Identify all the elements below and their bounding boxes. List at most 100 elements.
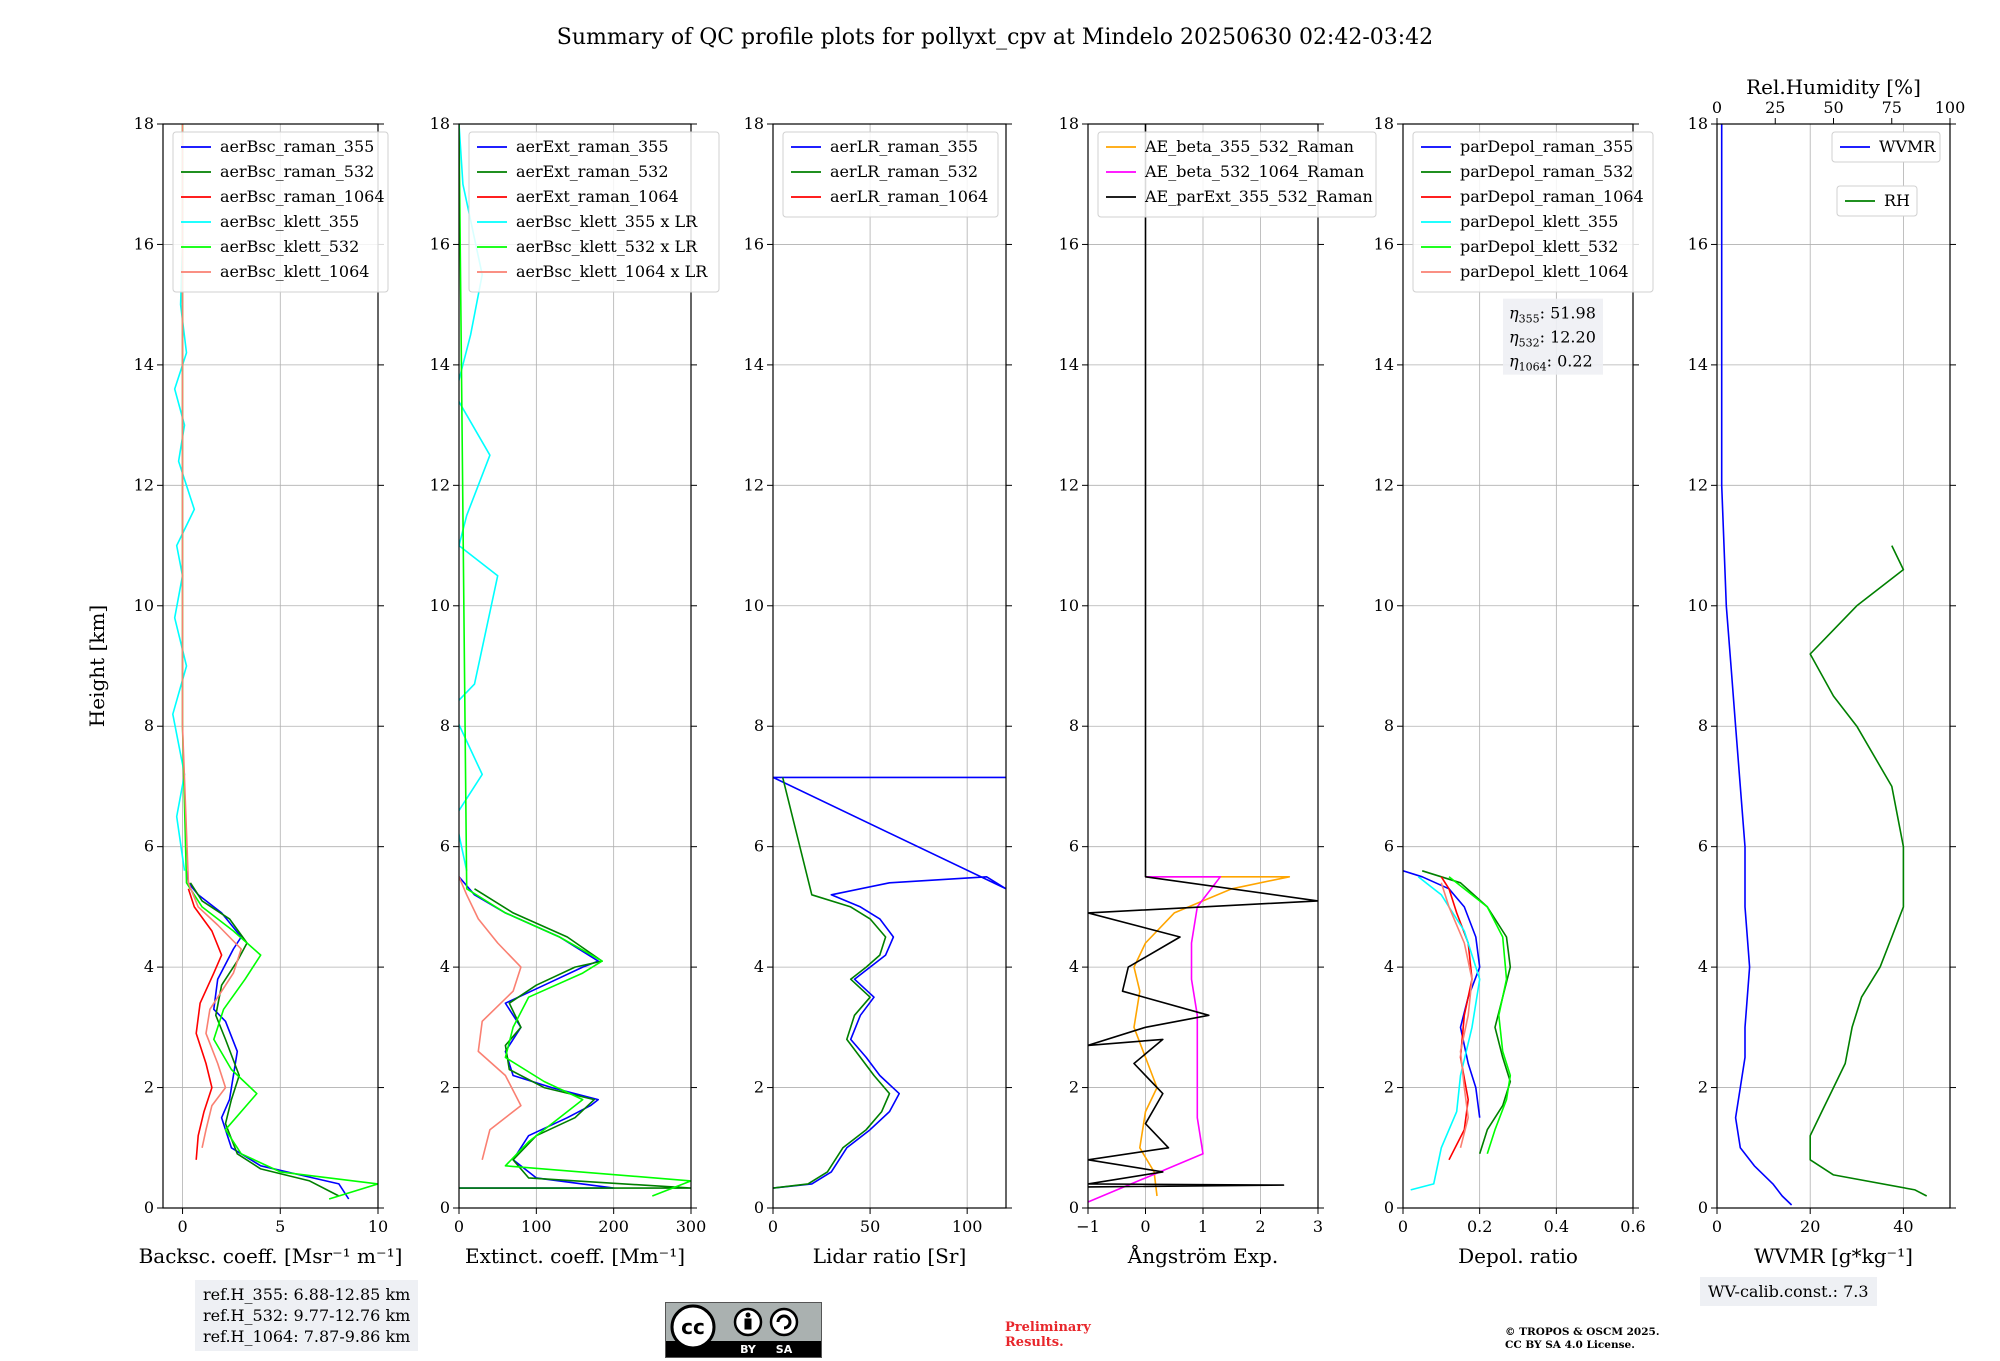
series-line-aerBsc_raman_532 bbox=[189, 882, 340, 1197]
cc-letters: cc bbox=[681, 1315, 705, 1339]
y-tick-label: 16 bbox=[744, 234, 764, 253]
wv-calib-text: WV-calib.const.: 7.3 bbox=[1708, 1282, 1869, 1301]
copyright-note: © TROPOS & OSCM 2025. CC BY SA 4.0 Licen… bbox=[1505, 1326, 1660, 1352]
legend-label: aerExt_raman_532 bbox=[516, 162, 669, 181]
legend: parDepol_raman_355 parDepol_raman_532 parD… bbox=[1412, 131, 1654, 293]
y-tick-label: 4 bbox=[144, 957, 154, 976]
y-tick-label: 14 bbox=[134, 355, 154, 374]
y-tick-label: 8 bbox=[440, 716, 450, 735]
series-group bbox=[172, 124, 378, 1200]
plot-frame bbox=[162, 123, 379, 1209]
legend-label: aerExt_raman_355 bbox=[516, 137, 669, 156]
y-tick-label: 14 bbox=[744, 355, 764, 374]
y-tick-label: 6 bbox=[144, 837, 154, 856]
x-tick-label: 0.4 bbox=[1544, 1217, 1569, 1236]
y-tick-label: 12 bbox=[134, 475, 154, 494]
x2-tick-label: 50 bbox=[1823, 98, 1843, 117]
panel-3: 0 50 100 0 2 4 6 8 10 12 14 16 18 Lidar ratio [Sr] aer… bbox=[744, 114, 1012, 1268]
series-line-AE_parExt_355_532_Raman bbox=[1088, 124, 1318, 1188]
preliminary-line-2: Results. bbox=[1005, 1335, 1064, 1350]
x2-axis-label: Rel.Humidity [%] bbox=[1746, 75, 1921, 99]
x2-tick-label: 100 bbox=[1935, 98, 1966, 117]
copyright-line-2: CC BY SA 4.0 License. bbox=[1505, 1339, 1635, 1351]
series-line-aerBsc_raman_1064 bbox=[187, 888, 223, 1160]
x-tick-label: 100 bbox=[952, 1217, 983, 1236]
y-tick-label: 4 bbox=[1698, 957, 1708, 976]
figure-title: Summary of QC profile plots for pollyxt_… bbox=[557, 25, 1433, 50]
y-tick-label: 8 bbox=[1698, 716, 1708, 735]
y-tick-label: 0 bbox=[440, 1198, 450, 1217]
eta-symbol: η bbox=[1509, 352, 1519, 371]
eta-symbol: η bbox=[1509, 304, 1519, 323]
y-tick-label: 12 bbox=[1688, 475, 1708, 494]
y-tick-label: 10 bbox=[1374, 596, 1394, 615]
x-tick-label: −1 bbox=[1076, 1217, 1100, 1236]
y-tick-label: 16 bbox=[430, 234, 450, 253]
series-line-parDepol_klett_355 bbox=[1410, 876, 1481, 1191]
sa-arrow bbox=[776, 1314, 792, 1330]
y-tick-label: 12 bbox=[744, 475, 764, 494]
legend-label: aerExt_raman_1064 bbox=[516, 187, 679, 206]
plot-frame bbox=[1402, 123, 1634, 1209]
y-tick-label: 10 bbox=[1688, 596, 1708, 615]
y-tick-label: 0 bbox=[754, 1198, 764, 1217]
y-tick-label: 6 bbox=[440, 837, 450, 856]
x-tick-label: 0 bbox=[1140, 1217, 1150, 1236]
series-line-parDepol_klett_1064 bbox=[1440, 882, 1473, 1148]
legend-label: aerBsc_klett_532 bbox=[220, 237, 359, 256]
y-tick-label: 16 bbox=[134, 234, 154, 253]
legend-label: aerBsc_raman_355 bbox=[220, 137, 374, 156]
y-tick-label: 12 bbox=[1374, 475, 1394, 494]
legend: AE_beta_355_532_Raman AE_beta_532_1064_Ra… bbox=[1097, 131, 1377, 218]
y-tick-label: 6 bbox=[754, 837, 764, 856]
y-tick-label: 8 bbox=[1069, 716, 1079, 735]
x-tick-label: 0 bbox=[1712, 1217, 1722, 1236]
preliminary-note: Preliminary Results. bbox=[1005, 1320, 1091, 1350]
legend-label: aerBsc_klett_1064 bbox=[220, 262, 369, 281]
y-tick-label: 0 bbox=[144, 1198, 154, 1217]
legend-label: WVMR bbox=[1879, 137, 1936, 156]
x-axis-label: Lidar ratio [Sr] bbox=[813, 1244, 967, 1268]
by-head bbox=[745, 1312, 751, 1318]
eta-symbol: η bbox=[1509, 328, 1519, 347]
series-line-parDepol_klett_532 bbox=[1448, 876, 1512, 1155]
reference-heights-box: ref.H_355: 6.88-12.85 km ref.H_532: 9.77… bbox=[195, 1280, 419, 1351]
x2-tick-label: 25 bbox=[1765, 98, 1785, 117]
legend-label: parDepol_klett_1064 bbox=[1460, 262, 1629, 281]
legend-label: aerLR_raman_1064 bbox=[830, 187, 988, 206]
legend: aerLR_raman_355 aerLR_raman_532 aerLR_rama… bbox=[782, 131, 999, 218]
y-tick-label: 0 bbox=[1069, 1198, 1079, 1217]
legend: aerBsc_raman_355 aerBsc_raman_532 aerBsc_r… bbox=[172, 131, 389, 293]
y-tick-label: 2 bbox=[440, 1078, 450, 1097]
series-line-aerBsc_raman_355 bbox=[185, 870, 350, 1200]
y-tick-label: 10 bbox=[430, 596, 450, 615]
legend-frame bbox=[1097, 131, 1377, 218]
y-tick-label: 18 bbox=[744, 114, 764, 133]
x-tick-label: 0 bbox=[1398, 1217, 1408, 1236]
x-tick-label: 10 bbox=[368, 1217, 388, 1236]
y-tick-label: 8 bbox=[1384, 716, 1394, 735]
x-tick-label: 0.6 bbox=[1620, 1217, 1645, 1236]
x-tick-label: 100 bbox=[521, 1217, 552, 1236]
panel-1: 0 5 10 0 2 4 6 8 10 12 14 16 18 Backsc. coeff. [Msr⁻¹… bbox=[85, 114, 402, 1268]
eta-subscript: 1064 bbox=[1519, 361, 1547, 374]
y-tick-label: 2 bbox=[754, 1078, 764, 1097]
y-tick-label: 6 bbox=[1384, 837, 1394, 856]
legend-label: aerBsc_raman_1064 bbox=[220, 187, 385, 206]
legend-label: AE_parExt_355_532_Raman bbox=[1144, 187, 1373, 206]
ref-height-532: ref.H_532: 9.77-12.76 km bbox=[203, 1306, 411, 1325]
y-tick-label: 14 bbox=[1688, 355, 1708, 374]
y-tick-label: 12 bbox=[1059, 475, 1079, 494]
series-line-parDepol_raman_355 bbox=[1403, 870, 1481, 1118]
license-badge-graphic: cc BY SA bbox=[666, 1304, 821, 1357]
series-line-WVMR bbox=[1720, 124, 1793, 1206]
eta-line: η355: 51.98 bbox=[1509, 304, 1596, 326]
legend-label: parDepol_klett_355 bbox=[1460, 212, 1618, 231]
x-tick-label: 3 bbox=[1313, 1217, 1323, 1236]
legend-label: parDepol_raman_355 bbox=[1460, 137, 1633, 156]
y-tick-label: 4 bbox=[1384, 957, 1394, 976]
